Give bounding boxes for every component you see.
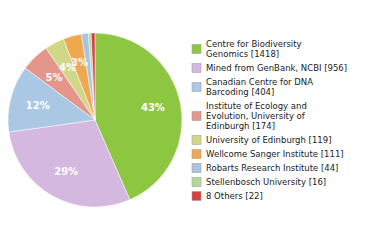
legend-label: Institute of Ecology andEvolution, Unive… (206, 101, 307, 131)
legend-label-line: University of Edinburgh [119] (206, 135, 331, 145)
legend-entry: Mined from GenBank, NCBI [956] (192, 63, 347, 73)
legend-swatch (192, 83, 201, 92)
chart: 43%29%12%5%4%3%Centre for BiodiversityGe… (0, 0, 380, 240)
pie-slice (63, 34, 95, 120)
legend-label: Robarts Research Institute [44] (206, 163, 338, 173)
legend-label: Centre for BiodiversityGenomics [1418] (206, 39, 302, 59)
legend-entry: Centre for BiodiversityGenomics [1418] (192, 39, 302, 59)
legend-entry: Robarts Research Institute [44] (192, 163, 338, 173)
legend-label-line: Wellcome Sanger Institute [111] (206, 149, 344, 159)
legend-swatch (192, 178, 201, 187)
legend-swatch (192, 64, 201, 73)
legend-entry: Institute of Ecology andEvolution, Unive… (192, 101, 307, 131)
legend-entry: University of Edinburgh [119] (192, 135, 331, 145)
legend-label-line: Edinburgh [174] (206, 121, 275, 131)
legend-swatch (192, 150, 201, 159)
data-label: 43% (141, 102, 165, 113)
legend-label: 8 Others [22] (206, 191, 263, 201)
legend-label-line: Genomics [1418] (206, 49, 279, 59)
data-label: 12% (26, 100, 50, 111)
legend-label-line: Barcoding [404] (206, 87, 274, 97)
legend-label-line: Robarts Research Institute [44] (206, 163, 338, 173)
pie-slice (88, 33, 95, 120)
data-labels: 43%29%12%5%4%3% (26, 57, 165, 177)
data-label: 5% (46, 72, 63, 83)
legend-swatch (192, 45, 201, 54)
legend: Centre for BiodiversityGenomics [1418] Mi… (192, 39, 347, 201)
legend-entry: Canadian Centre for DNABarcoding [404] (192, 77, 313, 97)
legend-label: Wellcome Sanger Institute [111] (206, 149, 344, 159)
legend-label-line: Stellenbosch University [16] (206, 177, 326, 187)
data-label: 29% (54, 166, 78, 177)
legend-label-line: Mined from GenBank, NCBI [956] (206, 63, 347, 73)
legend-label-line: Institute of Ecology and (206, 101, 307, 111)
legend-swatch (192, 136, 201, 145)
legend-entry: 8 Others [22] (192, 191, 263, 201)
pie-slice (91, 33, 95, 120)
pie-slice (9, 120, 130, 207)
pie (8, 33, 182, 207)
legend-entry: Wellcome Sanger Institute [111] (192, 149, 344, 159)
pie-slice (81, 33, 95, 120)
legend-swatch (192, 164, 201, 173)
legend-swatch (192, 112, 201, 121)
legend-label: Stellenbosch University [16] (206, 177, 326, 187)
legend-label-line: Evolution, University of (206, 111, 306, 121)
legend-label: Mined from GenBank, NCBI [956] (206, 63, 347, 73)
legend-label-line: Centre for Biodiversity (206, 39, 302, 49)
legend-label: University of Edinburgh [119] (206, 135, 331, 145)
data-label: 3% (71, 57, 88, 68)
legend-swatch (192, 192, 201, 201)
legend-label: Canadian Centre for DNABarcoding [404] (206, 77, 313, 97)
legend-label-line: Canadian Centre for DNA (206, 77, 313, 87)
legend-entry: Stellenbosch University [16] (192, 177, 326, 187)
legend-label-line: 8 Others [22] (206, 191, 263, 201)
